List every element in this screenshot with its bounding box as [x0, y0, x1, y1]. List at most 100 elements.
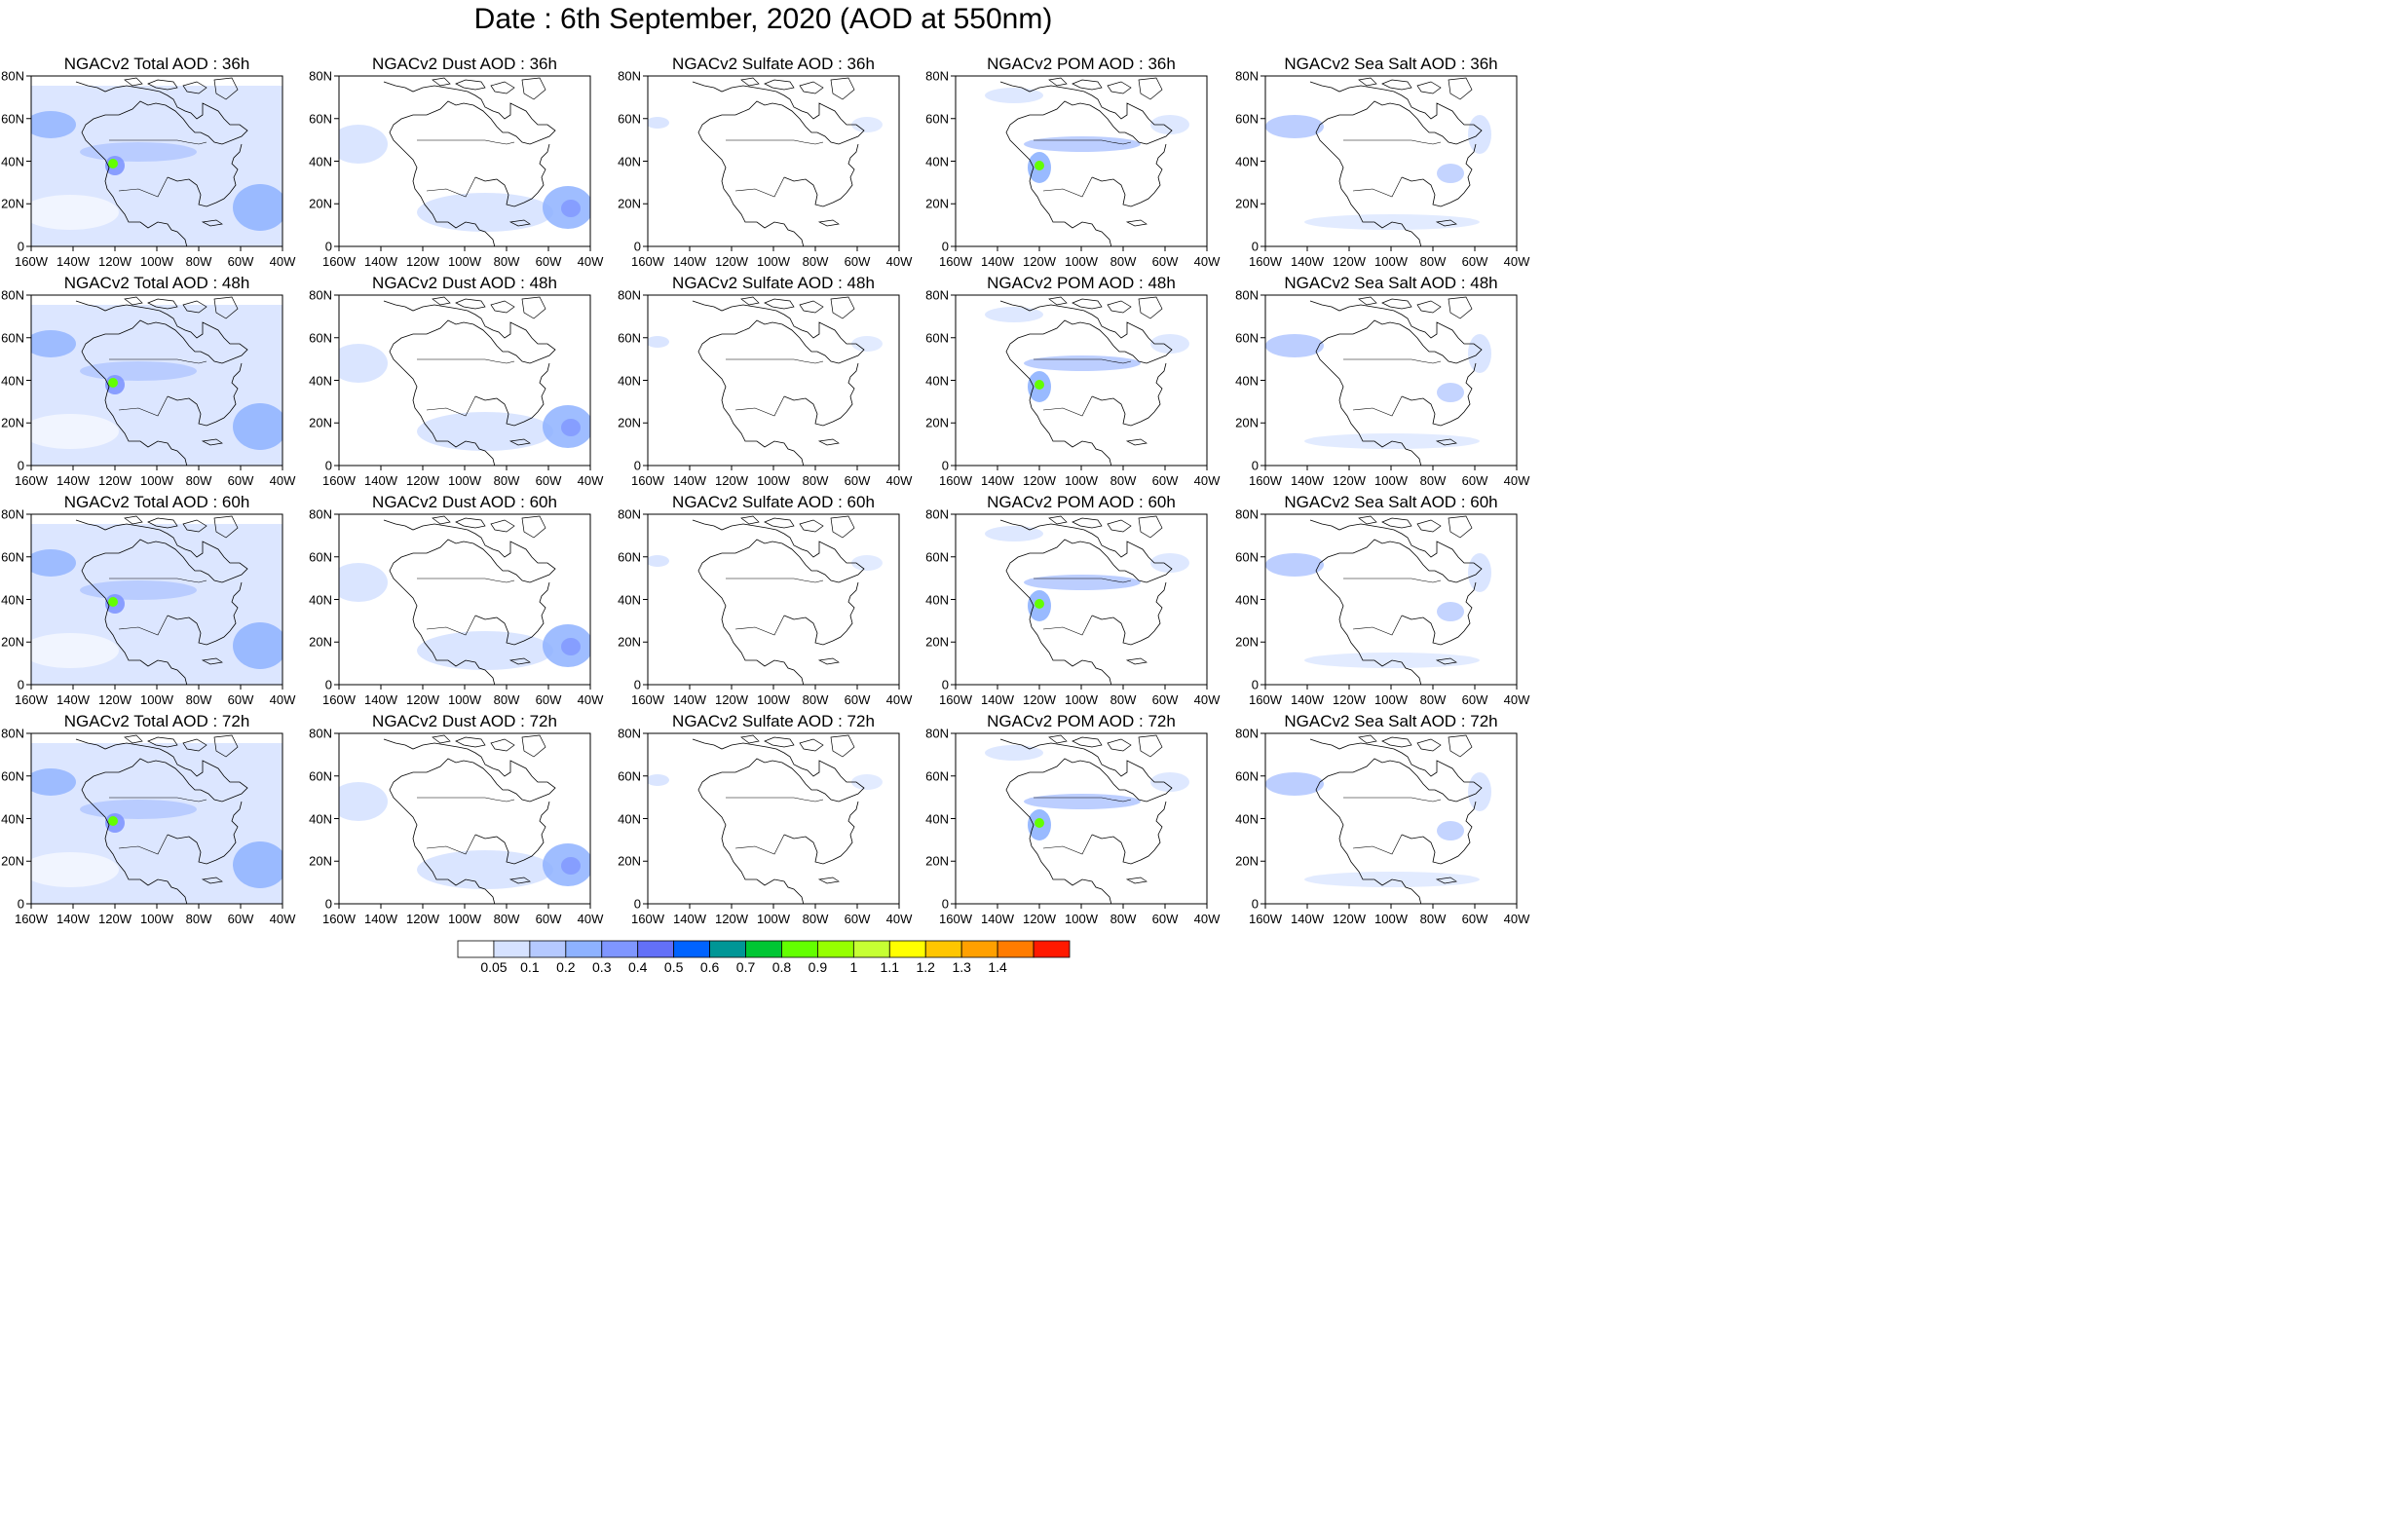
lat-tick-label: 20N — [925, 853, 949, 869]
lat-tick-label: 40N — [618, 811, 641, 826]
lon-tick-label: 60W — [227, 912, 254, 926]
lat-tick-label: 60N — [925, 768, 949, 784]
arctic-islands — [1048, 296, 1163, 446]
lat-tick-label: 40N — [925, 154, 949, 168]
lon-tick-label: 140W — [673, 692, 706, 707]
lon-tick-label: 120W — [1023, 473, 1056, 488]
lon-tick-label: 40W — [1503, 473, 1530, 488]
lat-tick-label: 0 — [941, 239, 949, 254]
lon-tick-label: 120W — [1023, 692, 1056, 707]
colorbar-label: 1 — [849, 959, 858, 975]
aod-field — [648, 734, 883, 904]
lon-tick-label: 120W — [98, 473, 132, 488]
lon-tick-label: 160W — [939, 912, 972, 926]
lat-tick-label: 40N — [618, 592, 641, 607]
colorbar-label: 0.4 — [627, 959, 648, 975]
lat-tick-label: 40N — [1235, 154, 1259, 168]
aod-plume — [339, 125, 388, 164]
colorbar-swatch — [781, 940, 818, 958]
aod-plume — [1150, 553, 1189, 573]
panel-title: NGACv2 Sea Salt AOD : 36h — [1284, 55, 1498, 73]
lat-tick-label: 60N — [1235, 768, 1259, 784]
panel-title: NGACv2 POM AOD : 60h — [987, 493, 1176, 511]
lat-tick-label: 40N — [309, 592, 332, 607]
map-panel — [1264, 75, 1518, 247]
lon-tick-label: 40W — [1503, 692, 1530, 707]
aod-plume — [339, 782, 388, 821]
lat-tick-label: 40N — [1235, 592, 1259, 607]
lat-tick-label: 80N — [618, 506, 641, 522]
lat-tick-label: 20N — [618, 634, 641, 650]
lat-tick-label: 80N — [618, 287, 641, 303]
lon-tick-label: 60W — [535, 912, 562, 926]
lon-tick-label: 160W — [939, 473, 972, 488]
lon-tick-label: 160W — [15, 692, 48, 707]
lat-tick-label: 80N — [1235, 287, 1259, 303]
aod-plume — [648, 117, 669, 129]
aod-field — [31, 296, 282, 466]
country-border — [416, 139, 515, 198]
colorbar-swatch — [924, 940, 962, 958]
aod-plume — [1265, 334, 1324, 357]
lat-tick-label: 80N — [309, 726, 332, 741]
lat-tick-label: 40N — [1, 373, 24, 388]
map-frame — [647, 732, 900, 905]
lat-tick-label: 20N — [618, 415, 641, 430]
lon-tick-label: 120W — [715, 473, 748, 488]
panel-title: NGACv2 Total AOD : 36h — [63, 55, 250, 73]
aod-plume — [851, 774, 883, 790]
map-panel — [955, 75, 1208, 247]
lon-tick-label: 140W — [981, 692, 1014, 707]
aod-plume — [1437, 821, 1464, 840]
lon-tick-label: 60W — [844, 692, 871, 707]
lat-tick-label: 40N — [618, 373, 641, 388]
aod-field — [339, 296, 590, 466]
lon-tick-label: 140W — [1291, 912, 1324, 926]
aod-clear-area — [31, 195, 119, 230]
map-panel — [955, 294, 1208, 467]
country-border — [1342, 797, 1442, 855]
arctic-islands — [740, 77, 855, 227]
lon-tick-label: 160W — [939, 254, 972, 269]
lat-tick-label: 60N — [1, 549, 24, 565]
country-border — [725, 578, 824, 636]
lat-tick-label: 0 — [324, 458, 332, 473]
colorbar-label: 0.1 — [520, 959, 540, 975]
lat-tick-label: 0 — [1251, 458, 1259, 473]
lon-tick-label: 100W — [140, 254, 173, 269]
coastline — [692, 519, 865, 685]
aod-plume — [80, 361, 197, 381]
aod-field — [1265, 77, 1491, 246]
lon-tick-label: 40W — [1193, 254, 1221, 269]
lon-tick-label: 80W — [493, 473, 520, 488]
colorbar-label: 1.1 — [880, 959, 900, 975]
aod-plume — [339, 563, 388, 602]
aod-field — [339, 77, 590, 246]
lat-tick-label: 20N — [1235, 853, 1259, 869]
lat-tick-label: 20N — [309, 634, 332, 650]
lat-tick-label: 60N — [925, 549, 949, 565]
aod-plume — [1265, 772, 1324, 796]
lon-tick-label: 100W — [448, 254, 481, 269]
lon-tick-label: 40W — [1193, 692, 1221, 707]
lat-tick-label: 60N — [309, 111, 332, 127]
lat-tick-label: 20N — [925, 415, 949, 430]
arctic-islands — [740, 734, 855, 884]
aod-plume — [985, 88, 1043, 103]
lon-tick-label: 100W — [1374, 692, 1408, 707]
arctic-islands — [1048, 734, 1163, 884]
colorbar-swatch — [888, 940, 926, 958]
aod-hotspot — [1035, 818, 1044, 828]
lon-tick-label: 120W — [715, 692, 748, 707]
panel-title: NGACv2 Dust AOD : 48h — [372, 274, 557, 292]
map-frame — [647, 513, 900, 686]
lat-tick-label: 0 — [17, 239, 24, 254]
aod-plume — [851, 117, 883, 132]
map-frame — [955, 75, 1208, 247]
aod-field — [648, 515, 883, 685]
lon-tick-label: 140W — [673, 473, 706, 488]
lon-tick-label: 120W — [1333, 473, 1366, 488]
lat-tick-label: 0 — [1251, 239, 1259, 254]
panel-title: NGACv2 Sulfate AOD : 36h — [672, 55, 875, 73]
